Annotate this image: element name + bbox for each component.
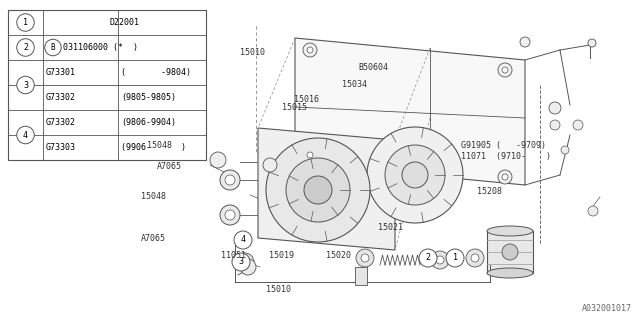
Circle shape xyxy=(502,174,508,180)
Circle shape xyxy=(385,145,445,205)
Circle shape xyxy=(266,138,370,242)
Circle shape xyxy=(402,162,428,188)
Circle shape xyxy=(17,14,35,31)
Circle shape xyxy=(466,249,484,267)
Circle shape xyxy=(304,176,332,204)
Circle shape xyxy=(225,210,235,220)
Text: 15015: 15015 xyxy=(282,103,307,112)
Circle shape xyxy=(356,249,374,267)
Circle shape xyxy=(232,253,250,271)
Circle shape xyxy=(307,47,313,53)
Text: G73302: G73302 xyxy=(46,118,76,127)
Text: 3: 3 xyxy=(23,81,28,90)
Ellipse shape xyxy=(487,226,533,236)
Text: 031106000 (*  ): 031106000 (* ) xyxy=(63,43,138,52)
Circle shape xyxy=(45,39,61,56)
Circle shape xyxy=(241,258,249,266)
Text: 2: 2 xyxy=(426,253,431,262)
Text: 11051: 11051 xyxy=(221,252,246,260)
Circle shape xyxy=(446,249,464,267)
Circle shape xyxy=(502,244,518,260)
Text: G73302: G73302 xyxy=(46,93,76,102)
Text: B: B xyxy=(51,43,55,52)
Ellipse shape xyxy=(487,268,533,278)
Circle shape xyxy=(263,158,277,172)
Circle shape xyxy=(550,120,560,130)
Text: 15020: 15020 xyxy=(326,252,351,260)
Text: 15010: 15010 xyxy=(266,285,291,294)
Circle shape xyxy=(361,254,369,262)
Text: G73303: G73303 xyxy=(46,143,76,152)
Circle shape xyxy=(240,259,256,275)
Text: (       -9804): ( -9804) xyxy=(121,68,191,77)
Circle shape xyxy=(303,148,317,162)
Circle shape xyxy=(471,254,479,262)
Text: 15016: 15016 xyxy=(294,95,319,104)
Text: 15010: 15010 xyxy=(240,48,265,57)
Text: 15019: 15019 xyxy=(269,252,294,260)
Text: G91905 (   -9709): G91905 ( -9709) xyxy=(461,141,546,150)
Bar xyxy=(355,267,367,285)
Text: (9806-9904): (9806-9904) xyxy=(121,118,176,127)
Text: 2: 2 xyxy=(23,43,28,52)
Circle shape xyxy=(210,152,226,168)
Text: 11071  (9710-    ): 11071 (9710- ) xyxy=(461,152,551,161)
Circle shape xyxy=(520,37,530,47)
Text: B50604: B50604 xyxy=(358,63,388,72)
Text: 3: 3 xyxy=(239,258,243,267)
Text: 15048: 15048 xyxy=(147,141,172,150)
Circle shape xyxy=(561,146,569,154)
Circle shape xyxy=(220,170,240,190)
Circle shape xyxy=(303,43,317,57)
Text: A032001017: A032001017 xyxy=(582,304,632,313)
Text: 1: 1 xyxy=(452,253,458,262)
Circle shape xyxy=(17,39,35,56)
Text: 1: 1 xyxy=(23,18,28,27)
Circle shape xyxy=(588,39,596,47)
Circle shape xyxy=(431,251,449,269)
Circle shape xyxy=(367,127,463,223)
Text: 15021: 15021 xyxy=(378,223,403,232)
Circle shape xyxy=(498,170,512,184)
Text: 4: 4 xyxy=(23,131,28,140)
Circle shape xyxy=(225,175,235,185)
Text: 15034: 15034 xyxy=(342,80,367,89)
Circle shape xyxy=(419,249,437,267)
Text: A7065: A7065 xyxy=(141,234,166,243)
Circle shape xyxy=(436,256,444,264)
Circle shape xyxy=(307,152,313,158)
Circle shape xyxy=(220,205,240,225)
Text: (9805-9805): (9805-9805) xyxy=(121,93,176,102)
Circle shape xyxy=(502,67,508,73)
Text: 15048: 15048 xyxy=(141,192,166,201)
Circle shape xyxy=(498,63,512,77)
Circle shape xyxy=(17,126,35,144)
Bar xyxy=(8,10,206,160)
Text: 15208: 15208 xyxy=(477,188,502,196)
Circle shape xyxy=(573,120,583,130)
Text: (9906-      ): (9906- ) xyxy=(121,143,186,152)
Text: A7065: A7065 xyxy=(157,162,182,171)
Circle shape xyxy=(234,231,252,249)
Text: D22001: D22001 xyxy=(109,18,140,27)
Circle shape xyxy=(286,158,350,222)
Polygon shape xyxy=(295,38,525,185)
Circle shape xyxy=(588,206,598,216)
Bar xyxy=(487,231,533,273)
Circle shape xyxy=(236,253,254,271)
Circle shape xyxy=(17,76,35,94)
Text: 4: 4 xyxy=(241,236,246,244)
Text: G73301: G73301 xyxy=(46,68,76,77)
Circle shape xyxy=(549,102,561,114)
Polygon shape xyxy=(258,128,395,250)
